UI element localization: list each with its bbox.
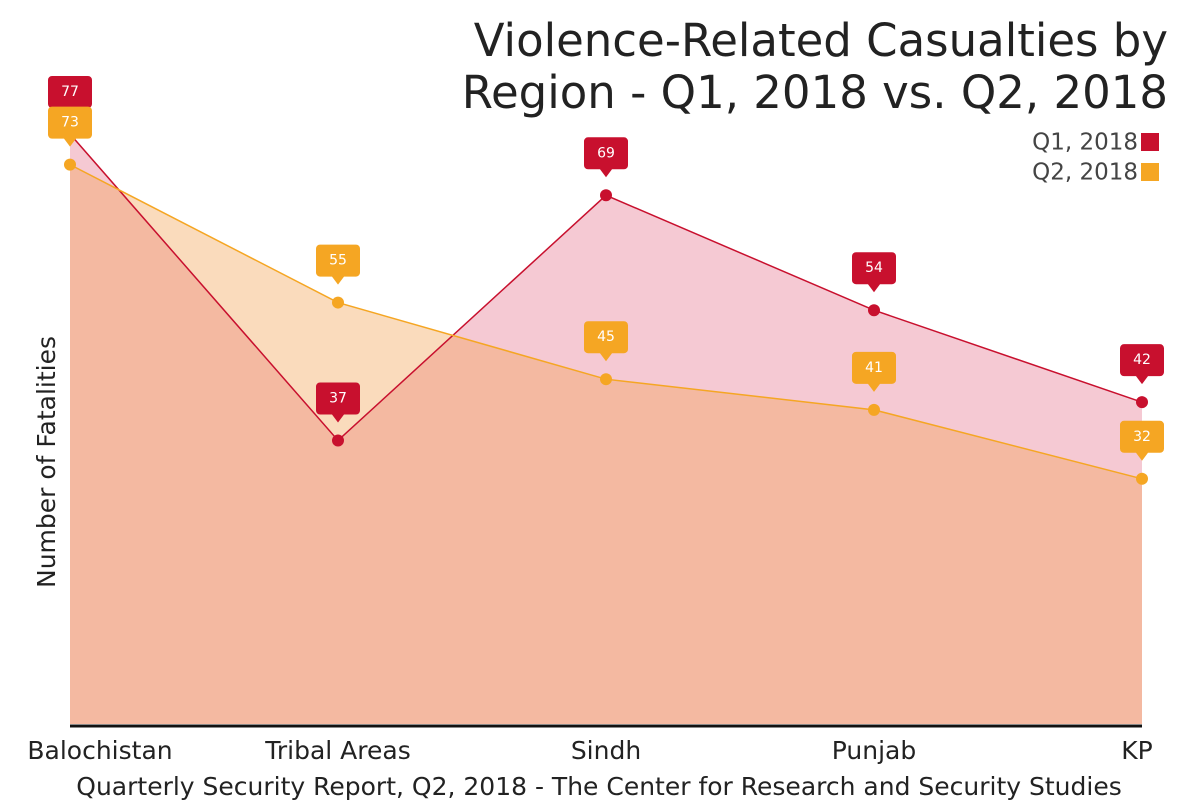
marker bbox=[600, 189, 612, 202]
marker bbox=[600, 373, 612, 386]
marker bbox=[64, 158, 76, 171]
x-tick-label: Punjab bbox=[832, 736, 916, 765]
data-label: 42 bbox=[1133, 352, 1151, 368]
legend-label: Q2, 2018 bbox=[1032, 160, 1138, 186]
chart-title: Region - Q1, 2018 vs. Q2, 2018 bbox=[462, 66, 1168, 119]
marker bbox=[332, 296, 344, 309]
area bbox=[70, 133, 1142, 725]
callout bbox=[316, 244, 360, 285]
callout bbox=[48, 75, 92, 116]
data-label: 41 bbox=[865, 360, 883, 376]
callout bbox=[316, 382, 360, 423]
callout bbox=[852, 351, 896, 392]
x-tick-label: KP bbox=[1121, 736, 1152, 765]
legend-swatch bbox=[1141, 163, 1159, 181]
y-axis-label: Number of Fatalities bbox=[32, 336, 61, 588]
marker bbox=[332, 434, 344, 447]
data-label: 69 bbox=[597, 145, 615, 161]
data-label: 54 bbox=[865, 260, 883, 276]
x-tick-label: Sindh bbox=[571, 736, 641, 765]
callout bbox=[584, 137, 628, 178]
callout bbox=[852, 252, 896, 293]
source: Quarterly Security Report, Q2, 2018 - Th… bbox=[76, 772, 1121, 801]
x-tick-label: Balochistan bbox=[27, 736, 172, 765]
data-label: 55 bbox=[329, 253, 347, 269]
marker bbox=[868, 304, 880, 317]
callout bbox=[584, 321, 628, 362]
data-label: 77 bbox=[61, 84, 79, 100]
legend-swatch bbox=[1141, 133, 1159, 151]
x-tick-label: Tribal Areas bbox=[264, 736, 410, 765]
chart-title: Violence-Related Casualties by bbox=[474, 14, 1168, 67]
callout bbox=[1120, 344, 1164, 385]
callout bbox=[48, 106, 92, 147]
data-label: 45 bbox=[597, 329, 615, 345]
data-label: 32 bbox=[1133, 429, 1151, 445]
marker bbox=[868, 403, 880, 416]
callout bbox=[1120, 420, 1164, 461]
legend-label: Q1, 2018 bbox=[1032, 130, 1138, 156]
data-label: 37 bbox=[329, 390, 347, 406]
marker bbox=[1136, 472, 1148, 485]
marker bbox=[1136, 396, 1148, 409]
data-label: 73 bbox=[61, 115, 79, 131]
